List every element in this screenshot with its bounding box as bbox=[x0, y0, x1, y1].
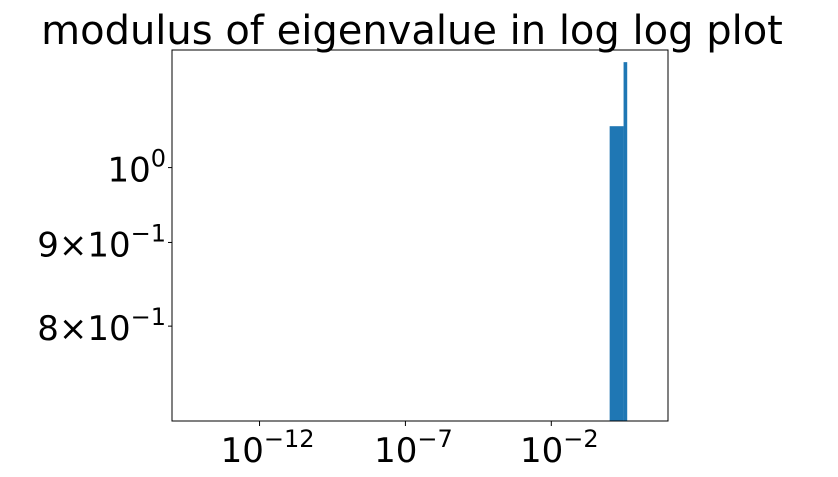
chart-title: modulus of eigenvalue in log log plot bbox=[41, 8, 783, 54]
bars-group bbox=[609, 62, 628, 422]
y-axis: 100 9×10−1 8×10−1 bbox=[37, 145, 172, 349]
x-tick-label: 10−2 bbox=[520, 425, 599, 471]
plot-frame bbox=[171, 49, 669, 422]
bar-1 bbox=[609, 126, 624, 421]
x-tick-label: 10−12 bbox=[221, 425, 315, 471]
y-tick-label: 9×10−1 bbox=[37, 219, 166, 265]
bar-2 bbox=[623, 62, 628, 422]
x-tick-label: 10−7 bbox=[374, 425, 453, 471]
y-tick-label: 100 bbox=[107, 145, 166, 191]
x-axis: 10−12 10−7 10−2 bbox=[221, 421, 599, 471]
y-tick-label: 8×10−1 bbox=[37, 303, 166, 349]
